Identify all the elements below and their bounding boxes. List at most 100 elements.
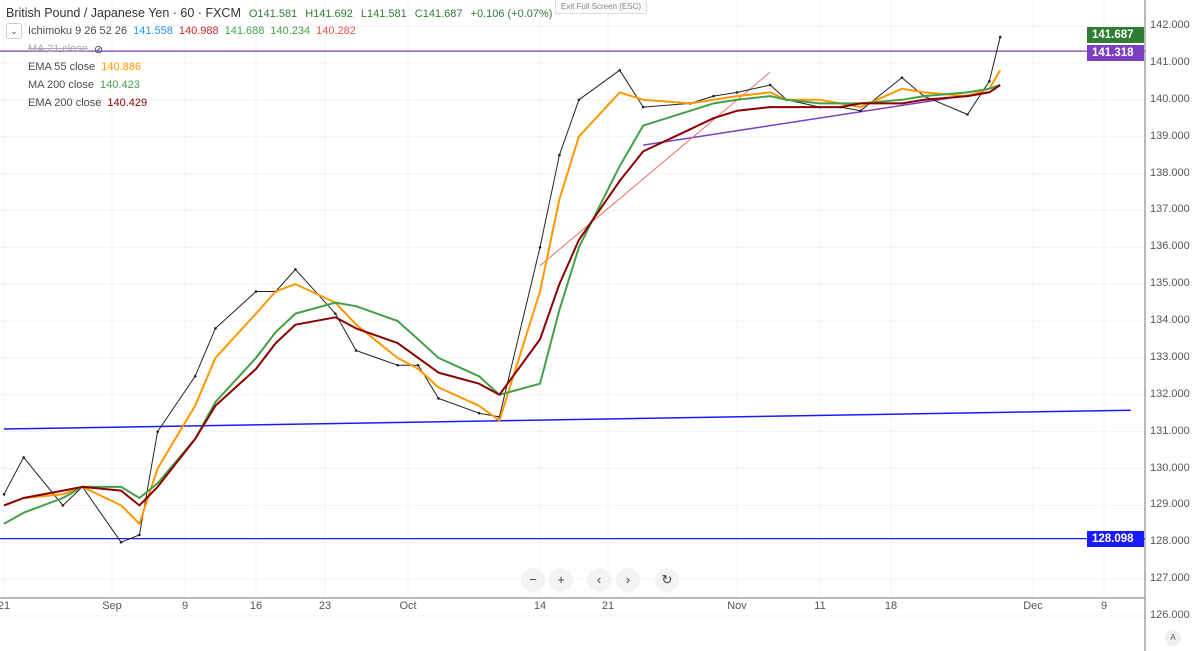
reset-chart-button[interactable]: ↻ xyxy=(656,569,678,591)
zoom-in-button[interactable]: + xyxy=(550,569,572,591)
collapse-chevron-icon[interactable]: ⌄ xyxy=(6,23,22,39)
y-tick-label: 141.000 xyxy=(1150,55,1190,68)
price-point xyxy=(900,76,904,79)
low-value: L141.581 xyxy=(360,8,407,20)
ichimoku-value: 140.282 xyxy=(316,25,356,37)
y-tick-label: 140.000 xyxy=(1150,92,1190,105)
symbol-title[interactable]: British Pound / Japanese Yen · 60 · FXCM xyxy=(6,6,241,20)
price-point xyxy=(735,91,739,94)
change-value: +0.106 (+0.07%) xyxy=(470,8,553,20)
price-point xyxy=(988,80,991,83)
y-tick-label: 135.000 xyxy=(1150,277,1190,290)
y-tick-label: 137.000 xyxy=(1150,203,1190,216)
symbol-header: British Pound / Japanese Yen · 60 · FXCM… xyxy=(6,6,552,20)
x-tick-label: 21 xyxy=(0,600,11,612)
trend-line xyxy=(539,71,771,267)
price-point xyxy=(768,83,772,87)
indicator-ma21[interactable]: MA 21 close ⊘ xyxy=(6,40,552,58)
indicator-value: 140.886 xyxy=(101,61,142,73)
high-value: H141.692 xyxy=(305,8,353,20)
x-tick-label: 11 xyxy=(814,600,826,612)
indicator-value: 140.429 xyxy=(107,97,148,109)
indicator-label: MA 200 close xyxy=(28,79,95,91)
x-tick-label: 9 xyxy=(1100,600,1108,612)
hidden-eye-icon[interactable]: ⊘ xyxy=(93,43,104,56)
zoom-out-button[interactable]: − xyxy=(522,569,544,591)
price-point xyxy=(119,540,123,544)
price-point xyxy=(138,533,141,537)
close-value: C141.687 xyxy=(414,8,463,20)
trend-line xyxy=(643,91,990,146)
ichimoku-value: 140.234 xyxy=(270,25,311,37)
indicator-ichimoku[interactable]: ⌄ Ichimoku 9 26 52 26 141.558 140.988 141.… xyxy=(6,22,552,40)
x-tick-label: Dec xyxy=(1023,600,1043,612)
x-tick-label: Oct xyxy=(399,600,417,612)
price-point xyxy=(2,493,6,496)
price-point xyxy=(193,375,197,378)
indicator-label: Ichimoku 9 26 52 26 xyxy=(28,25,128,37)
y-tick-label: 134.000 xyxy=(1150,314,1190,326)
indicator-ema200[interactable]: EMA 200 close 140.429 xyxy=(6,94,552,112)
price-point xyxy=(354,349,358,352)
ichimoku-values: 141.558 140.988 141.688 140.234 140.282 xyxy=(133,25,362,37)
series-line-ema-200-close xyxy=(3,84,1001,507)
price-point xyxy=(859,109,862,113)
indicator-label: EMA 200 close xyxy=(28,97,102,109)
price-point xyxy=(416,363,420,367)
y-tick-label: 131.000 xyxy=(1150,424,1190,437)
price-point xyxy=(618,68,622,72)
auto-scale-button[interactable]: A xyxy=(1165,630,1181,646)
indicator-ema55[interactable]: EMA 55 close 140.886 xyxy=(6,58,552,76)
indicator-label: EMA 55 close xyxy=(28,61,96,73)
scroll-right-button[interactable]: › xyxy=(617,569,639,591)
trend-line xyxy=(3,409,1131,430)
x-tick-label: 18 xyxy=(884,600,898,612)
x-tick-label: Sep xyxy=(102,600,122,612)
y-tick-label: 129.000 xyxy=(1150,498,1190,511)
price-point xyxy=(156,430,159,433)
price-point xyxy=(998,35,1002,39)
x-tick-label: 14 xyxy=(533,600,547,612)
price-point xyxy=(254,290,258,293)
price-point xyxy=(477,411,481,415)
indicator-ma200[interactable]: MA 200 close 140.423 xyxy=(6,76,552,94)
price-point xyxy=(558,153,561,157)
y-tick-label: 139.000 xyxy=(1150,129,1190,142)
y-tick-label: 138.000 xyxy=(1150,166,1190,179)
y-tick-label: 136.000 xyxy=(1150,240,1190,253)
indicator-label: MA 21 close xyxy=(28,43,88,55)
ichimoku-value: 141.688 xyxy=(224,25,265,37)
price-label: 141.687 xyxy=(1087,26,1144,43)
ichimoku-value: 140.988 xyxy=(178,25,219,37)
price-point xyxy=(641,105,645,109)
x-tick-label: 23 xyxy=(318,600,332,612)
price-point xyxy=(437,397,440,400)
y-tick-label: 132.000 xyxy=(1150,387,1190,400)
x-tick-label: 9 xyxy=(181,600,189,612)
legend: British Pound / Japanese Yen · 60 · FXCM… xyxy=(6,6,552,112)
price-point xyxy=(577,98,581,102)
ichimoku-value: 141.558 xyxy=(133,25,173,37)
price-point xyxy=(214,327,217,330)
price-point xyxy=(538,245,542,249)
y-tick-label: 130.000 xyxy=(1150,461,1190,474)
price-point xyxy=(22,456,25,459)
scroll-left-button[interactable]: ‹ xyxy=(588,569,610,591)
exit-fullscreen-button[interactable]: Exit Full Screen (ESC) xyxy=(555,0,647,14)
x-tick-label: 21 xyxy=(601,600,615,612)
price-point xyxy=(396,363,399,367)
price-point xyxy=(294,268,297,271)
price-label: 141.318 xyxy=(1087,45,1144,62)
indicator-value: 140.423 xyxy=(100,79,140,91)
x-tick-label: 16 xyxy=(249,600,263,612)
price-label: 128.098 xyxy=(1087,530,1144,547)
price-point xyxy=(712,94,715,98)
open-value: O141.581 xyxy=(248,8,298,20)
price-point xyxy=(61,504,65,507)
x-tick-label: Nov xyxy=(727,600,747,612)
price-point xyxy=(966,113,969,116)
y-tick-label: 126.000 xyxy=(1150,609,1190,621)
price-point xyxy=(334,312,337,315)
y-tick-label: 128.000 xyxy=(1150,535,1190,548)
